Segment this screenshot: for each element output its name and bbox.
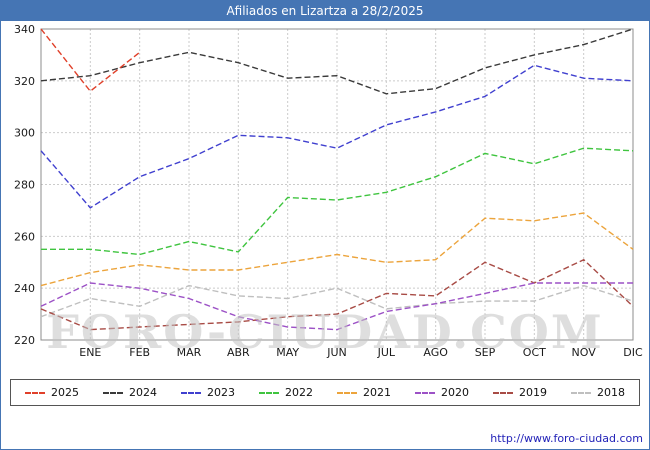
y-tick-label: 240 xyxy=(14,282,35,295)
legend-swatch-2022 xyxy=(259,391,279,394)
x-tick-label: FEB xyxy=(129,346,150,359)
legend-item-2025: 2025 xyxy=(25,386,79,399)
legend-label-2025: 2025 xyxy=(51,386,79,399)
legend-label-2019: 2019 xyxy=(519,386,547,399)
y-tick-label: 220 xyxy=(14,334,35,347)
x-tick-label: MAY xyxy=(276,346,299,359)
legend-item-2022: 2022 xyxy=(259,386,313,399)
series-line-2019 xyxy=(40,258,634,331)
legend-swatch-2020 xyxy=(415,391,435,394)
legend-label-2024: 2024 xyxy=(129,386,157,399)
legend-row: 2025 2024 2023 2022 2021 2020 2019 2018 xyxy=(1,379,649,406)
legend-swatch-2021 xyxy=(337,391,357,394)
x-tick-label: ABR xyxy=(227,346,250,359)
footer-link[interactable]: http://www.foro-ciudad.com xyxy=(490,432,643,445)
legend-item-2023: 2023 xyxy=(181,386,235,399)
legend-item-2021: 2021 xyxy=(337,386,391,399)
legend-swatch-2018 xyxy=(571,391,591,394)
title-bar: Afiliados en Lizartza a 28/2/2025 xyxy=(1,1,649,21)
plot-border xyxy=(40,28,634,341)
legend-item-2018: 2018 xyxy=(571,386,625,399)
x-tick-label: OCT xyxy=(523,346,546,359)
legend-swatch-2019 xyxy=(493,391,513,394)
x-tick-label: SEP xyxy=(475,346,496,359)
legend-swatch-2025 xyxy=(25,391,45,394)
y-tick-label: 260 xyxy=(14,230,35,243)
y-tick-label: 280 xyxy=(14,179,35,192)
series-line-2020 xyxy=(40,282,633,331)
legend-item-2019: 2019 xyxy=(493,386,547,399)
x-tick-label: NOV xyxy=(572,346,597,359)
x-tick-label: MAR xyxy=(177,346,202,359)
series-line-2021 xyxy=(40,212,634,287)
x-tick-label: JUN xyxy=(326,346,347,359)
chart-area: 220 240 260 280 300 320 340 ENE FEB MAR ABR MAY JUN J… xyxy=(1,21,649,367)
legend-label-2018: 2018 xyxy=(597,386,625,399)
x-tick-label: ENE xyxy=(79,346,101,359)
legend: 2025 2024 2023 2022 2021 2020 2019 2018 xyxy=(10,379,640,406)
series-line-2024 xyxy=(40,28,634,95)
legend-label-2022: 2022 xyxy=(285,386,313,399)
legend-item-2020: 2020 xyxy=(415,386,469,399)
y-tick-label: 320 xyxy=(14,75,35,88)
series-line-2018 xyxy=(40,284,634,318)
x-tick-label: JUL xyxy=(377,346,396,359)
legend-label-2021: 2021 xyxy=(363,386,391,399)
legend-swatch-2023 xyxy=(181,391,201,394)
line-chart: 220 240 260 280 300 320 340 ENE FEB MAR ABR MAY JUN J… xyxy=(14,23,643,359)
chart-title: Afiliados en Lizartza a 28/2/2025 xyxy=(226,4,424,18)
legend-label-2020: 2020 xyxy=(441,386,469,399)
legend-swatch-2024 xyxy=(103,391,123,394)
x-tick-label: DIC xyxy=(623,346,643,359)
legend-item-2024: 2024 xyxy=(103,386,157,399)
y-tick-label: 300 xyxy=(14,127,35,140)
x-tick-label: AGO xyxy=(423,346,448,359)
y-tick-label: 340 xyxy=(14,23,35,36)
series-line-2025 xyxy=(40,28,141,93)
legend-label-2023: 2023 xyxy=(207,386,235,399)
